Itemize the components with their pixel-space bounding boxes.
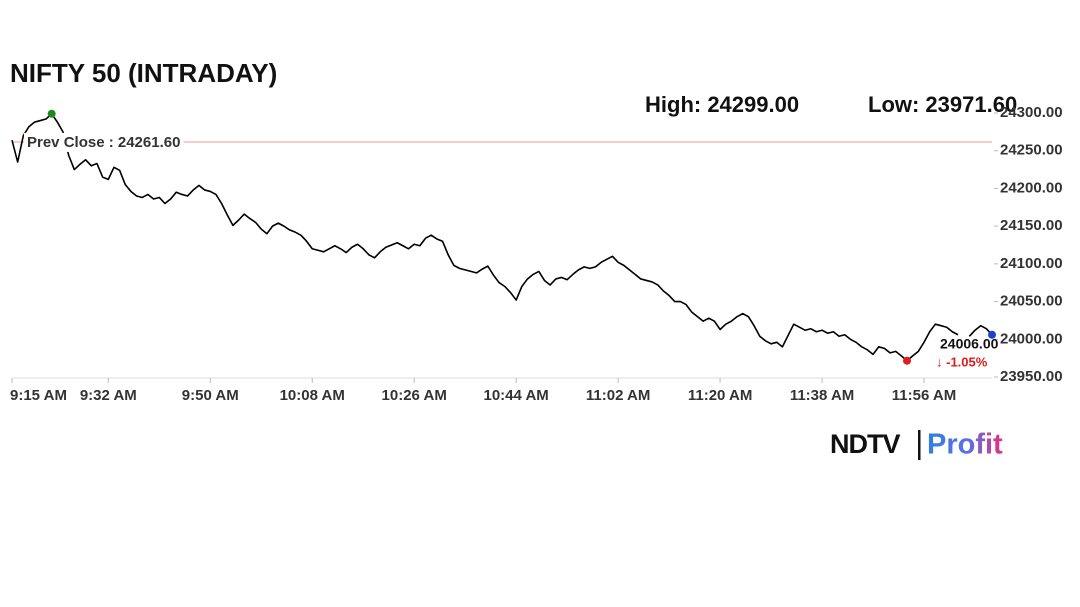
last-value-label: 24006.00 (940, 336, 999, 352)
high-label: High: 24299.00 (645, 92, 799, 117)
y-tick-label: 24250.00 (1000, 142, 1063, 159)
change-label: ↓ -1.05% (936, 354, 988, 369)
low-label: Low: 23971.60 (868, 92, 1017, 117)
y-tick-label: 24000.00 (1000, 330, 1063, 347)
x-tick-label: 11:56 AM (892, 387, 956, 404)
y-tick-label: 24150.00 (1000, 217, 1063, 234)
high-marker (47, 109, 56, 118)
x-tick-label: 10:26 AM (382, 387, 447, 404)
y-tick-label: 23950.00 (1000, 368, 1063, 385)
brand-separator (918, 430, 921, 460)
low-marker (903, 356, 912, 365)
prev-close-label-bg (24, 132, 184, 152)
y-tick-label: 24300.00 (1000, 104, 1063, 121)
x-tick-label: 11:38 AM (790, 387, 854, 404)
y-tick-label: 24200.00 (1000, 179, 1063, 196)
y-tick-label: 24100.00 (1000, 255, 1063, 272)
y-tick-label: 24050.00 (1000, 293, 1063, 310)
x-tick-label: 11:20 AM (688, 387, 752, 404)
x-tick-label: 10:08 AM (280, 387, 345, 404)
plot: 23950.00 24000.00 24050.00 24100.00 24150.00… (10, 104, 1063, 404)
brand-right: Profit (927, 429, 1003, 461)
price-line (11, 112, 993, 362)
brand-left: NDTV (830, 429, 900, 459)
last-marker (988, 330, 996, 339)
x-tick-label: 11:02 AM (586, 387, 650, 404)
x-tick-label: 9:15 AM (10, 387, 67, 404)
prev-close-label: Prev Close : 24261.60 (27, 134, 180, 151)
chart-title: NIFTY 50 (INTRADAY) (10, 58, 277, 88)
x-tick-label: 9:32 AM (80, 387, 137, 404)
x-tick-label: 9:50 AM (182, 387, 239, 404)
x-tick-label: 10:44 AM (484, 387, 549, 404)
